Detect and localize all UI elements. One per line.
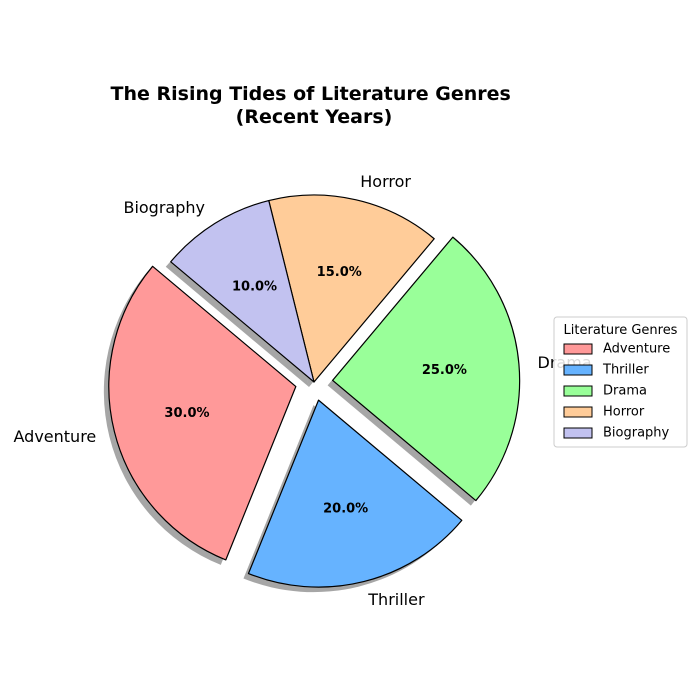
percent-label-biography: 10.0% — [232, 279, 277, 294]
legend-title: Literature Genres — [564, 323, 678, 338]
slice-horror — [268, 194, 435, 383]
pie-slices — [108, 194, 521, 588]
slice-drama — [332, 236, 521, 502]
slice-thriller — [247, 399, 463, 588]
slice-biography — [170, 199, 315, 383]
legend: Literature Genres Adventure Thriller Drama H… — [553, 316, 688, 448]
legend-swatch-biography — [563, 427, 593, 439]
slice-adventure — [108, 265, 297, 561]
legend-label-horror: Horror — [603, 405, 645, 420]
slice-label-biography: Biography — [123, 198, 205, 217]
chart-title-line-1: The Rising Tides of Literature Genres — [111, 83, 511, 105]
legend-swatch-adventure — [563, 343, 593, 355]
percent-label-thriller: 20.0% — [323, 502, 368, 517]
chart-title: The Rising Tides of Literature Genres (R… — [111, 83, 518, 128]
slice-label-adventure: Adventure — [14, 427, 97, 446]
legend-label-adventure: Adventure — [603, 342, 670, 357]
chart-title-line-2: (Recent Years) — [236, 106, 393, 128]
percent-label-adventure: 30.0% — [164, 406, 209, 421]
legend-label-biography: Biography — [603, 426, 670, 441]
legend-label-drama: Drama — [603, 384, 647, 399]
legend-swatch-drama — [563, 385, 593, 397]
legend-swatch-horror — [563, 406, 593, 418]
slice-label-horror: Horror — [360, 172, 411, 191]
legend-swatch-thriller — [563, 364, 593, 376]
slice-label-thriller: Thriller — [367, 590, 425, 609]
percent-label-drama: 25.0% — [422, 363, 467, 378]
percent-label-horror: 15.0% — [317, 265, 362, 280]
legend-label-thriller: Thriller — [602, 363, 649, 378]
